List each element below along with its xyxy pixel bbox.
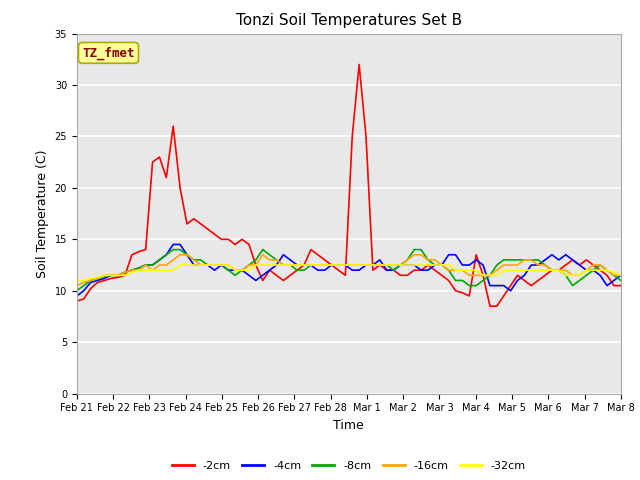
-16cm [176, 252, 184, 258]
-2cm [486, 303, 494, 309]
-2cm [452, 288, 460, 294]
-4cm [617, 273, 625, 278]
-32cm [617, 273, 625, 278]
Line: -4cm: -4cm [77, 244, 621, 296]
-32cm [403, 262, 411, 268]
Line: -32cm: -32cm [77, 265, 621, 280]
-16cm [403, 257, 411, 263]
Text: TZ_fmet: TZ_fmet [82, 46, 135, 60]
-16cm [431, 257, 438, 263]
-2cm [431, 267, 438, 273]
-2cm [314, 252, 322, 258]
-4cm [73, 293, 81, 299]
-2cm [73, 298, 81, 304]
-4cm [562, 252, 570, 258]
-8cm [410, 247, 418, 252]
-2cm [410, 267, 418, 273]
-8cm [321, 262, 328, 268]
-4cm [170, 241, 177, 247]
-32cm [176, 262, 184, 268]
Line: -8cm: -8cm [77, 250, 621, 291]
-8cm [431, 262, 438, 268]
-2cm [569, 257, 577, 263]
X-axis label: Time: Time [333, 419, 364, 432]
-8cm [452, 277, 460, 283]
-32cm [431, 262, 438, 268]
Line: -2cm: -2cm [77, 64, 621, 306]
-32cm [562, 273, 570, 278]
Line: -16cm: -16cm [77, 255, 621, 286]
-4cm [403, 262, 411, 268]
-8cm [617, 277, 625, 283]
-8cm [403, 257, 411, 263]
-16cm [410, 252, 418, 258]
-2cm [617, 283, 625, 288]
-8cm [73, 288, 81, 294]
Y-axis label: Soil Temperature (C): Soil Temperature (C) [36, 149, 49, 278]
-16cm [617, 273, 625, 278]
-16cm [452, 267, 460, 273]
-16cm [562, 267, 570, 273]
Legend: -2cm, -4cm, -8cm, -16cm, -32cm: -2cm, -4cm, -8cm, -16cm, -32cm [167, 457, 531, 476]
-2cm [355, 61, 363, 67]
-16cm [321, 262, 328, 268]
-32cm [73, 277, 81, 283]
-8cm [562, 273, 570, 278]
Title: Tonzi Soil Temperatures Set B: Tonzi Soil Temperatures Set B [236, 13, 462, 28]
-32cm [321, 262, 328, 268]
-4cm [410, 262, 418, 268]
-8cm [170, 247, 177, 252]
-2cm [403, 273, 411, 278]
-4cm [321, 267, 328, 273]
-16cm [73, 283, 81, 288]
-4cm [452, 252, 460, 258]
-32cm [452, 267, 460, 273]
-32cm [410, 262, 418, 268]
-4cm [431, 262, 438, 268]
